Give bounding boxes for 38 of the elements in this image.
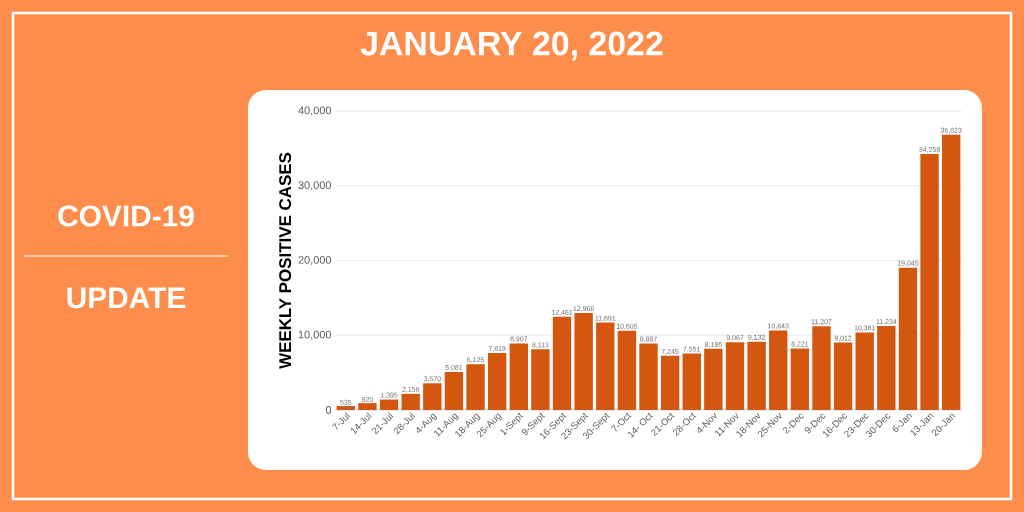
bar <box>423 383 442 410</box>
bar <box>487 353 507 410</box>
bar <box>812 326 831 410</box>
bar <box>466 364 485 410</box>
bar <box>704 348 723 410</box>
bar <box>942 134 961 410</box>
bar <box>401 393 420 410</box>
bar <box>769 330 788 410</box>
bar <box>682 353 701 410</box>
bar <box>725 342 745 410</box>
bar <box>660 355 680 410</box>
y-axis-title: WEEKLY POSITIVE CASES <box>279 152 292 369</box>
text: UPDATE <box>67 287 186 309</box>
y-tick-label: 20,000 <box>298 255 332 266</box>
text: COVID-19 <box>58 205 194 227</box>
bar <box>855 332 874 410</box>
bar <box>877 326 896 410</box>
y-tick-label: 0 <box>325 406 332 414</box>
bar <box>747 341 766 410</box>
bar <box>920 153 939 410</box>
bar <box>790 348 810 410</box>
bar <box>833 342 853 410</box>
y-tick-label: 10,000 <box>298 330 332 340</box>
bar <box>574 313 593 410</box>
bar <box>509 343 528 410</box>
bar <box>336 405 356 410</box>
bar <box>379 399 399 410</box>
bar <box>639 343 658 410</box>
y-tick-label: 30,000 <box>298 181 332 191</box>
chart-title: JANUARY 20, 2022 <box>360 31 663 61</box>
bar <box>531 349 550 410</box>
bar <box>444 372 464 410</box>
bar <box>898 267 918 410</box>
bar <box>617 330 637 410</box>
bar <box>358 403 377 410</box>
bar <box>552 316 572 410</box>
bar <box>596 322 615 410</box>
y-tick-label: 40,000 <box>298 106 332 116</box>
